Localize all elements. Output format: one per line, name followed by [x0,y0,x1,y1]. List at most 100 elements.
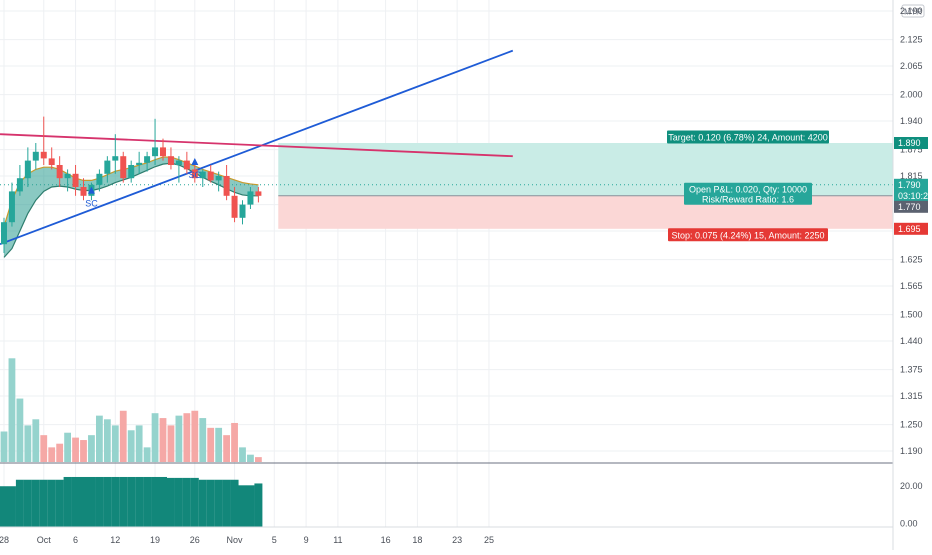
candle [32,143,39,170]
candle [120,151,127,183]
time-tick-label: 19 [150,535,160,545]
candle [104,156,111,183]
time-tick-label: 28 [0,535,9,545]
volume-layer [0,358,262,462]
price-tick-label: 1.440 [900,336,923,346]
candle [40,116,47,165]
candle-body [152,147,159,157]
volume-bar [119,410,127,462]
target-label-bg [667,130,829,144]
indicator-bar [63,476,72,527]
volume-bar [127,430,135,462]
candle [16,165,23,196]
indicator-bar [23,479,32,527]
volume-bar [191,410,199,462]
price-tick-label: 2.065 [900,61,923,71]
stop-label[interactable]: Stop: 0.075 (4.24%) 15, Amount: 2250 [668,228,828,242]
time-tick-label: 5 [272,535,277,545]
candle [64,169,71,192]
trend-line[interactable] [0,49,514,246]
indicator-bar [222,479,231,527]
currency-badge [901,4,925,18]
candle-body [16,178,23,192]
price-badge-label: 1.790 [898,180,921,190]
candle-body [167,156,174,165]
volume-bar [223,435,230,462]
price-tick-label: 1.565 [900,281,923,291]
stop-label-text: Stop: 0.075 (4.24%) 15, Amount: 2250 [671,230,824,240]
currency-label: MYR [904,8,922,17]
volume-bar [16,398,24,462]
signal-marker-icon [191,158,199,165]
resistance-line[interactable] [0,133,513,158]
volume-bar [143,447,151,462]
price-tick-label: 1.250 [900,420,923,430]
candle-body [40,151,47,159]
candle [255,187,262,203]
indicator-bar [135,476,144,527]
volume-bar [0,431,8,462]
indicator-bar [246,485,255,527]
candle-body [191,169,198,179]
indicator-bar [31,479,40,527]
candle [167,147,174,170]
price-tick-label: 2.190 [900,6,923,16]
price-tick-label: 2.000 [900,90,923,100]
price-tick-label: 1.940 [900,116,923,126]
indicator-bar [71,476,80,527]
open-pnl-label-text: Risk/Reward Ratio: 1.6 [702,194,794,204]
indicator-bar [159,476,167,527]
indicator-bar [87,476,96,527]
price-tick-label: 2.125 [900,35,923,45]
candle [8,182,15,227]
trendlines-layer[interactable] [0,49,514,246]
volume-bar [48,447,56,462]
candle [183,151,190,174]
target-label[interactable]: Target: 0.120 (6.78%) 24, Amount: 4200 [667,130,829,144]
time-tick-label: 6 [73,535,78,545]
candle-body [183,160,190,170]
volume-bar [239,447,246,462]
candle [48,147,55,170]
volume-bar [183,413,191,462]
time-tick-label: 9 [304,535,309,545]
candle-body [24,160,31,179]
position-labels-layer[interactable]: Target: 0.120 (6.78%) 24, Amount: 4200 Op… [667,130,829,242]
price-tick-label: 1.375 [900,365,923,375]
indicator-bar [111,476,120,527]
indicator-bar [238,485,247,527]
indicator-tick-label: 20.00 [900,481,923,491]
price-badge [894,222,928,235]
candle [96,169,103,192]
time-tick-label: 11 [333,535,342,545]
candle-body [207,171,214,181]
candle [152,118,159,165]
candle-body [128,165,135,179]
price-badge-label: 1.695 [898,224,921,234]
candle [80,178,87,201]
candle [128,160,135,183]
price-tick-label: 1.875 [900,145,923,155]
candle [24,147,31,187]
indicator-layer [0,462,932,528]
candle-body [80,187,87,196]
volume-bar [247,454,254,462]
candle [160,138,166,161]
indicator-bar [198,479,207,527]
target-label-text: Target: 0.120 (6.78%) 24, Amount: 4200 [668,133,828,143]
candle [223,165,230,201]
volume-bar [80,440,87,462]
volume-bar [64,432,71,462]
candle-body [120,156,127,179]
volume-bar [24,425,32,462]
volume-bar [72,437,79,462]
volume-bar [96,415,103,462]
indicator-bar [47,479,56,527]
candle [56,156,63,187]
time-tick-label: Oct [37,535,52,545]
indicator-bar [79,476,88,527]
candle [136,151,143,174]
